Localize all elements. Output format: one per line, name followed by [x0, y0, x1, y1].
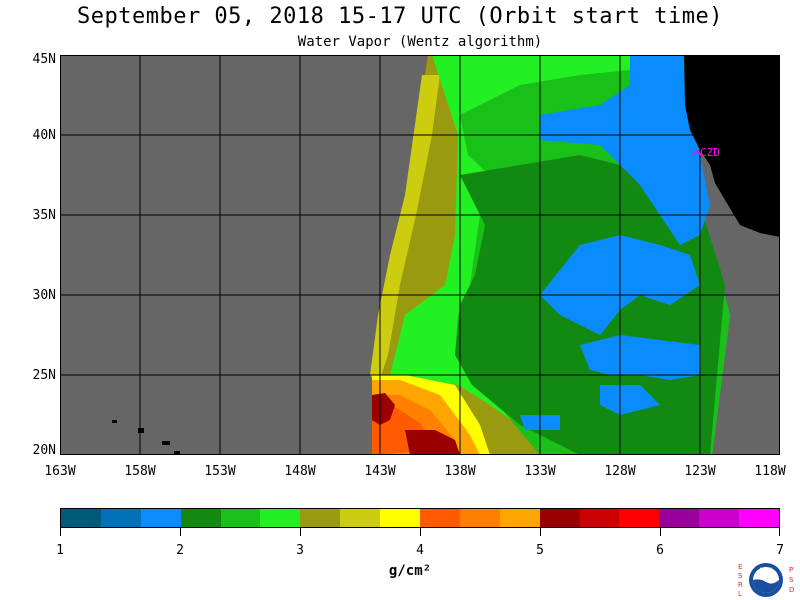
y-label-25n: 25N — [32, 368, 56, 383]
x-label-118w: 118W — [754, 464, 786, 479]
colorbar-tick — [300, 528, 301, 536]
noaa-logo: E S R L P S D NOAA — [738, 563, 794, 598]
colorbar-tick — [779, 528, 780, 536]
logo-letter: S — [789, 576, 794, 584]
x-label-133w: 133W — [524, 464, 556, 479]
map-title: September 05, 2018 15-17 UTC (Orbit star… — [76, 4, 724, 29]
colorbar-swatch — [180, 509, 221, 527]
north-america-land — [684, 55, 780, 237]
colorbar-swatch — [340, 509, 381, 527]
logo-center-text: NOAA — [759, 567, 773, 573]
y-label-30n: 30N — [32, 288, 56, 303]
logo-letter: R — [738, 581, 743, 589]
colorbar-swatch — [579, 509, 620, 527]
logo-letter: S — [738, 572, 743, 580]
colorbar-swatch — [459, 509, 500, 527]
x-label-153w: 153W — [204, 464, 236, 479]
colorbar-tick — [660, 528, 661, 536]
colorbar-swatch — [619, 509, 660, 527]
colorbar-label-1: 1 — [56, 543, 64, 558]
colorbar-swatch — [260, 509, 301, 527]
x-label-143w: 143W — [364, 464, 396, 479]
x-label-158w: 158W — [124, 464, 156, 479]
logo-letter: L — [738, 590, 742, 598]
colorbar-tick — [540, 528, 541, 536]
colorbar-label-2: 2 — [176, 543, 184, 558]
colorbar-swatch — [220, 509, 261, 527]
station-label: CZD — [700, 146, 720, 159]
colorbar-label-4: 4 — [416, 543, 424, 558]
colorbar-label-3: 3 — [296, 543, 304, 558]
colorbar-swatch — [300, 509, 341, 527]
colorbar-label-6: 6 — [656, 543, 664, 558]
colorbar-swatch — [380, 509, 421, 527]
map-subtitle: Water Vapor (Wentz algorithm) — [297, 34, 543, 50]
colorbar-swatch — [739, 509, 780, 527]
logo-letter: D — [789, 586, 794, 594]
colorbar-tick — [60, 528, 61, 536]
y-label-35n: 35N — [32, 208, 56, 223]
colorbar-swatch — [699, 509, 740, 527]
graticule — [60, 55, 780, 455]
x-label-123w: 123W — [684, 464, 716, 479]
y-label-45n: 45N — [32, 52, 56, 67]
colorbar-label-5: 5 — [536, 543, 544, 558]
colorbar-units: g/cm² — [388, 563, 432, 579]
colorbar-tick — [180, 528, 181, 536]
station-marker-czd: CZD — [692, 146, 720, 159]
colorbar-tick — [420, 528, 421, 536]
x-label-128w: 128W — [604, 464, 636, 479]
hawaiian-islands — [112, 420, 180, 455]
water-vapor-map: CZD — [60, 55, 780, 455]
colorbar — [60, 508, 780, 528]
x-label-138w: 138W — [444, 464, 476, 479]
colorbar-swatch — [420, 509, 460, 527]
colorbar-swatch — [659, 509, 700, 527]
x-label-148w: 148W — [284, 464, 316, 479]
logo-letter: E — [738, 563, 742, 571]
colorbar-label-7: 7 — [776, 543, 784, 558]
colorbar-swatch — [499, 509, 540, 527]
colorbar-swatch — [539, 509, 580, 527]
logo-letter: P — [789, 566, 793, 574]
y-label-40n: 40N — [32, 128, 56, 143]
y-label-20n: 20N — [32, 443, 56, 458]
colorbar-swatch — [61, 509, 101, 527]
colorbar-swatch — [140, 509, 181, 527]
colorbar-swatch — [100, 509, 141, 527]
x-label-163w: 163W — [44, 464, 76, 479]
water-vapor-swath — [370, 55, 730, 455]
